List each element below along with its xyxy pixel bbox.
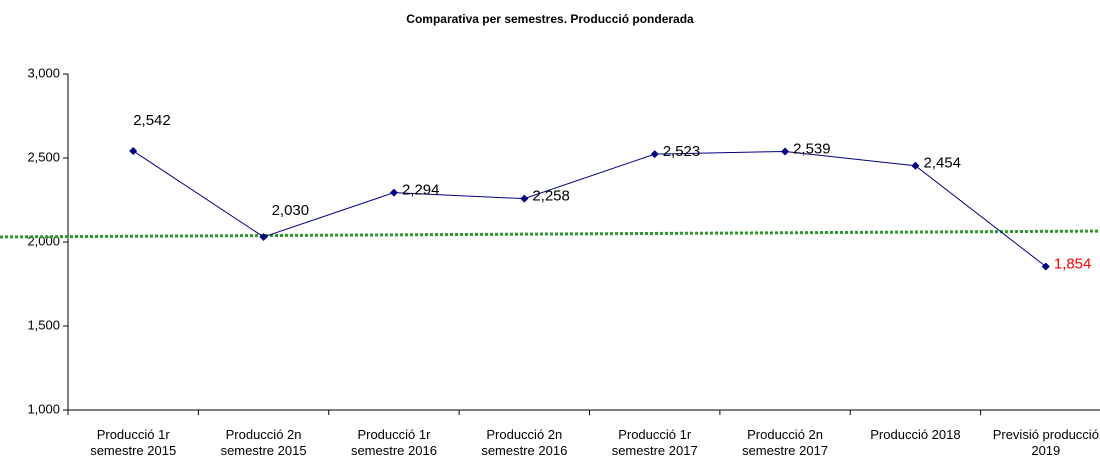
marker xyxy=(259,232,268,241)
marker xyxy=(911,161,920,170)
data-label: 2,539 xyxy=(793,140,831,157)
data-label: 2,030 xyxy=(272,202,310,219)
y-tick-label: 1,000 xyxy=(27,401,60,416)
line xyxy=(132,150,1047,267)
chart-title: Comparativa per semestres. Producció pon… xyxy=(406,12,694,26)
y-tick-label: 1,500 xyxy=(27,317,60,332)
data-label: 2,294 xyxy=(402,182,440,199)
x-tick-label: Previsió producció 2019 xyxy=(992,427,1099,458)
y-tick-label: 3,000 xyxy=(27,65,60,80)
x-tick-label: Producció 2n semestre 2015 xyxy=(220,427,307,458)
marker xyxy=(520,194,529,203)
marker xyxy=(781,147,790,156)
x-tick-label: Producció 1r semestre 2016 xyxy=(350,427,437,458)
data-label: 2,258 xyxy=(532,188,570,205)
x-tick-label: Producció 2n semestre 2017 xyxy=(742,427,829,458)
marker xyxy=(650,150,659,159)
marker xyxy=(389,188,398,197)
reference-line xyxy=(0,229,1100,239)
x-tick-label: Producció 2n semestre 2016 xyxy=(481,427,568,458)
data-label: 2,523 xyxy=(663,143,701,160)
data-label: 2,454 xyxy=(923,155,961,172)
marker xyxy=(1041,262,1050,271)
marker xyxy=(129,146,138,155)
data-label: 2,542 xyxy=(133,112,171,129)
y-tick-label: 2,500 xyxy=(27,149,60,164)
x-tick-label: Producció 1r semestre 2015 xyxy=(90,427,177,458)
x-tick-label: Producció 2018 xyxy=(870,427,961,442)
x-tick-label: Producció 1r semestre 2017 xyxy=(611,427,698,458)
data-label: 1,854 xyxy=(1054,255,1092,272)
